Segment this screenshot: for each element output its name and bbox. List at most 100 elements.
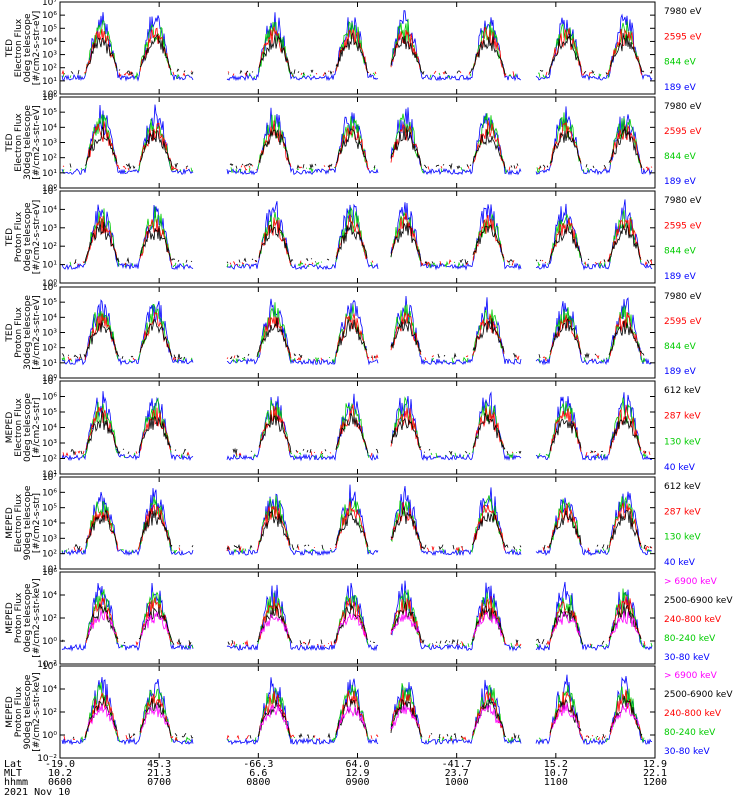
x-tick-label: 0600 bbox=[48, 777, 72, 788]
flux-trace bbox=[71, 411, 651, 455]
x-tick-label: 12.9 bbox=[643, 759, 667, 770]
flux-trace bbox=[68, 506, 652, 551]
flux-trace bbox=[61, 580, 653, 652]
y-axis-label: TED bbox=[5, 323, 15, 342]
legend-entry: 2595 eV bbox=[664, 127, 702, 137]
y-axis-label: [#/cm2-s-str-keV] bbox=[32, 578, 42, 657]
legend-entry: 189 eV bbox=[664, 272, 697, 282]
y-tick-label: 10⁶ bbox=[42, 11, 57, 21]
y-axis-label: 0deg telescope bbox=[23, 583, 33, 653]
legend-entry: 80-240 keV bbox=[664, 728, 716, 738]
flux-trace bbox=[87, 610, 640, 639]
y-tick-label: 10³ bbox=[42, 329, 57, 339]
x-tick-label: -41.7 bbox=[442, 759, 472, 770]
y-axis-label: MEPED bbox=[5, 412, 15, 444]
y-tick-label: 10² bbox=[42, 344, 57, 354]
y-tick-label: 10¹ bbox=[42, 359, 57, 369]
panel-2: 10⁰ 10¹ 10² 10³ 10⁴ 10⁵ 10⁶ TED Electron Flux 30d… bbox=[5, 93, 702, 194]
x-tick-label: 6.6 bbox=[249, 768, 267, 779]
panel-5: 10¹ 10² 10³ 10⁴ 10⁵ 10⁶ 10⁷ MEPED Electron Flux 0… bbox=[5, 377, 701, 480]
panel-4: 10⁰ 10¹ 10² 10³ 10⁴ 10⁵ 10⁶ TED Proton Flux 30deg… bbox=[5, 283, 702, 384]
y-tick-label: 10⁵ bbox=[42, 298, 57, 308]
y-axis-label: TED bbox=[5, 39, 15, 58]
panel-7: 10⁻² 10⁰ 10² 10⁴ 10⁶ MEPED Proton Flux 0deg tel… bbox=[5, 568, 733, 670]
x-tick-label: 64.0 bbox=[345, 759, 369, 770]
row-label-hhmm: hhmm bbox=[4, 777, 28, 788]
y-tick-label: 10¹ bbox=[42, 261, 57, 271]
y-axis-label: [#/cm2-s-str-keV] bbox=[32, 672, 42, 751]
legend-entry: 189 eV bbox=[664, 83, 697, 93]
y-tick-label: 10⁶ bbox=[42, 488, 57, 498]
y-tick-label: 10⁰ bbox=[42, 637, 57, 647]
y-tick-label: 10⁰ bbox=[42, 374, 57, 384]
flux-trace bbox=[61, 295, 653, 366]
legend-entry: 189 eV bbox=[664, 367, 697, 377]
y-tick-label: 10⁵ bbox=[42, 108, 57, 118]
legend-entry: 844 eV bbox=[664, 247, 697, 257]
legend-entry: 2595 eV bbox=[664, 317, 702, 327]
y-axis-label: Proton Flux bbox=[14, 211, 24, 262]
x-tick-label: 1200 bbox=[643, 777, 667, 788]
y-tick-label: 10² bbox=[42, 708, 57, 718]
legend-entry: 844 eV bbox=[664, 58, 697, 68]
y-axis-label: Electron Flux bbox=[14, 398, 24, 457]
row-label-mlt: MLT bbox=[4, 768, 22, 779]
flux-trace bbox=[61, 104, 653, 176]
y-axis-label: [#/cm2-s-str-eV] bbox=[32, 11, 42, 86]
legend-entry: 844 eV bbox=[664, 342, 697, 352]
y-tick-label: 10¹ bbox=[42, 565, 57, 575]
y-axis-label: [#/cm2-s-str] bbox=[32, 397, 42, 457]
flux-trace bbox=[61, 10, 653, 82]
y-tick-label: 10⁰ bbox=[42, 731, 57, 741]
y-tick-label: 10¹ bbox=[42, 470, 57, 480]
legend-entry: 7980 eV bbox=[664, 102, 702, 112]
legend-entry: 40 keV bbox=[664, 463, 696, 473]
x-tick-label: -19.0 bbox=[45, 759, 75, 770]
x-tick-label: 10.2 bbox=[48, 768, 72, 779]
legend-entry: 612 keV bbox=[664, 482, 701, 492]
flux-trace bbox=[70, 126, 650, 169]
y-tick-label: 10⁶ bbox=[42, 393, 57, 403]
x-tick-label: 0800 bbox=[246, 777, 270, 788]
y-axis-label: TED bbox=[5, 133, 15, 152]
x-tick-label: 0700 bbox=[147, 777, 171, 788]
legend-entry: 30-80 keV bbox=[664, 747, 710, 757]
flux-trace bbox=[83, 398, 652, 459]
y-tick-label: 10⁷ bbox=[42, 377, 57, 387]
legend-entry: 240-800 keV bbox=[664, 615, 722, 625]
legend-entry: 844 eV bbox=[664, 152, 697, 162]
y-tick-label: 10⁻² bbox=[37, 660, 57, 670]
legend-entry: 7980 eV bbox=[664, 7, 702, 17]
legend-entry: 2595 eV bbox=[664, 32, 702, 42]
y-tick-label: 10⁴ bbox=[42, 685, 57, 695]
flux-trace bbox=[85, 588, 653, 649]
y-tick-label: 10⁷ bbox=[42, 0, 57, 8]
y-axis-label: Proton Flux bbox=[14, 307, 24, 358]
y-tick-label: 10² bbox=[42, 242, 57, 252]
y-axis-label: 0deg telescope bbox=[23, 393, 33, 463]
x-tick-label: 10.7 bbox=[544, 768, 568, 779]
legend-entry: 30-80 keV bbox=[664, 653, 710, 663]
y-tick-label: 10⁵ bbox=[42, 187, 57, 197]
y-axis-label: 30deg telescope bbox=[23, 295, 33, 370]
y-axis-label: 90deg telescope bbox=[23, 485, 33, 560]
y-tick-label: 10⁵ bbox=[42, 24, 57, 34]
flux-trace bbox=[87, 703, 640, 732]
y-axis-label: 90deg telescope bbox=[23, 674, 33, 749]
x-tick-label: 0900 bbox=[345, 777, 369, 788]
y-axis-label: MEPED bbox=[5, 696, 15, 728]
legend-entry: 2500-6900 keV bbox=[664, 596, 733, 606]
y-axis-label: MEPED bbox=[5, 602, 15, 634]
x-tick-label: -66.3 bbox=[243, 759, 273, 770]
y-tick-label: 10⁷ bbox=[42, 473, 57, 483]
y-tick-label: 10³ bbox=[42, 139, 57, 149]
panel-3: 10⁰ 10¹ 10² 10³ 10⁴ 10⁵ TED Proton Flux 0deg tel… bbox=[5, 187, 702, 289]
legend-entry: 189 eV bbox=[664, 177, 697, 187]
flux-trace bbox=[61, 674, 653, 746]
y-tick-label: 10⁴ bbox=[42, 123, 57, 133]
y-axis-label: [#/cm2-s-str-eV] bbox=[32, 295, 42, 370]
y-axis-label: 30deg telescope bbox=[23, 105, 33, 180]
flux-trace bbox=[86, 596, 652, 647]
x-tick-label: 21.3 bbox=[147, 768, 171, 779]
y-tick-label: 10² bbox=[42, 550, 57, 560]
